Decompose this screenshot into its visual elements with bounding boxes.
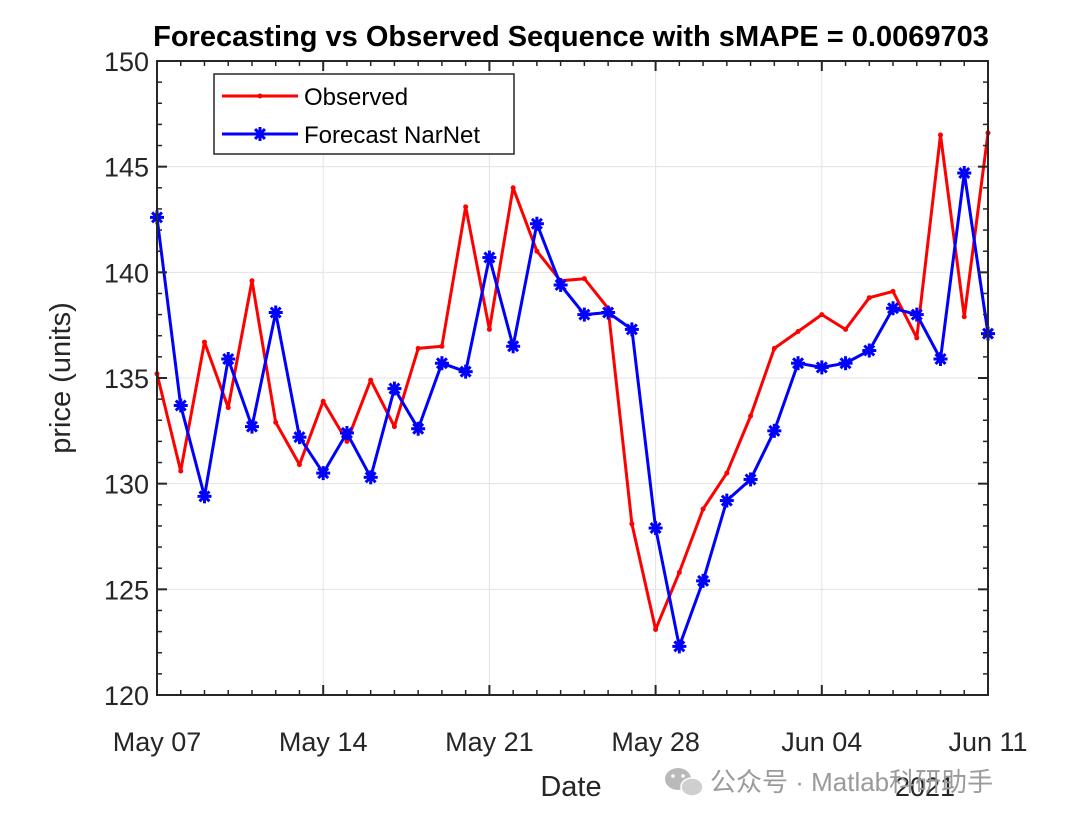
data-point-forecast-narnet [577,307,592,322]
legend-forecast-label: Forecast NarNet [304,122,480,149]
data-point-observed [463,204,469,210]
x-tick-label: Jun 11 [948,727,1027,757]
legend-observed-label: Observed [304,84,408,111]
data-point-forecast-narnet [672,639,687,654]
data-point-observed [938,132,944,138]
watermark-text: 公众号 · Matlab科研助手 [710,767,993,797]
data-point-observed [178,468,184,474]
data-point-observed [225,405,231,411]
data-point-forecast-narnet [648,521,663,536]
data-point-forecast-narnet [268,305,283,320]
data-point-observed [368,377,374,383]
year-label: 2021 [895,772,955,802]
data-point-observed [843,326,849,332]
data-point-forecast-narnet [339,425,354,440]
data-point-observed [296,462,302,468]
data-point-observed [439,343,445,349]
series-line-observed [155,132,990,631]
data-point-observed [249,278,255,284]
legend-box [213,73,515,155]
data-point-observed [700,506,706,512]
data-point-forecast-narnet [458,364,473,379]
data-point-forecast-narnet [886,301,901,316]
data-point-forecast-narnet [767,423,782,438]
data-point-forecast-narnet [197,489,212,504]
legend-forecast-marker [253,127,267,141]
data-point-observed [653,626,659,632]
y-tick-label: 120 [104,681,149,711]
data-point-observed [415,345,421,351]
data-point-observed [391,424,397,430]
legend: Observed Forecast NarNet [213,73,515,155]
data-point-forecast-narnet [933,351,948,366]
data-point-forecast-narnet [791,356,806,371]
legend-forecast-asterisk [253,127,267,141]
x-tick-label: May 21 [445,727,534,757]
y-tick-label: 135 [104,364,149,394]
data-point-observed [771,345,777,351]
data-point-observed [273,419,279,425]
data-point-forecast-narnet [316,466,331,481]
y-tick-label: 125 [104,575,149,605]
data-point-observed [795,329,801,335]
data-point-forecast-narnet [506,339,521,354]
x-axis-label: Date [540,771,601,803]
y-tick-label: 130 [104,470,149,500]
data-point-observed [676,569,682,575]
y-axis-label: price (units) [45,302,77,454]
wechat-icon [665,768,704,797]
data-point-observed [510,185,516,191]
series-line-forecast-narnet [155,171,990,648]
data-point-forecast-narnet [624,322,639,337]
data-point-observed [581,276,587,282]
data-point-observed [629,521,635,527]
data-point-forecast-narnet [244,419,259,434]
y-tick-label: 150 [104,47,149,77]
data-point-forecast-narnet [719,493,734,508]
data-point-forecast-narnet [814,360,829,375]
data-point-forecast-narnet [363,470,378,485]
data-point-forecast-narnet [482,250,497,265]
data-point-observed [486,326,492,332]
data-point-forecast-narnet [743,472,758,487]
chart-title: Forecasting vs Observed Sequence with sM… [153,21,989,53]
data-point-forecast-narnet [957,166,972,181]
data-point-forecast-narnet [553,278,568,293]
data-point-observed [724,470,730,476]
data-point-observed [201,339,207,345]
data-point-observed [344,438,350,444]
data-point-forecast-narnet [529,216,544,231]
axis-ticks: 120 125 130 135 140 145 150 May 07 May 14 May 21 M… [104,47,1028,757]
data-point-forecast-narnet [411,421,426,436]
y-tick-label: 145 [104,153,149,183]
data-point-forecast-narnet [909,307,924,322]
data-point-observed [890,288,896,294]
data-point-forecast-narnet [434,356,449,371]
data-point-forecast-narnet [387,381,402,396]
data-point-forecast-narnet [173,398,188,413]
data-point-forecast-narnet [292,430,307,445]
y-tick-label: 140 [104,258,149,288]
data-point-observed [748,413,754,419]
data-point-forecast-narnet [221,351,236,366]
x-tick-label: Jun 04 [781,727,862,757]
watermark: 公众号 · Matlab科研助手 [665,767,993,797]
data-point-observed [866,295,872,301]
x-tick-label: May 28 [611,727,700,757]
data-point-forecast-narnet [696,573,711,588]
data-point-forecast-narnet [838,356,853,371]
data-point-observed [534,248,540,254]
data-point-forecast-narnet [601,305,616,320]
legend-observed-marker [257,93,263,99]
grid-lines [156,60,989,696]
data-point-forecast-narnet [862,343,877,358]
series-layer [150,130,995,654]
x-tick-label: May 14 [279,727,368,757]
data-point-observed [914,335,920,341]
data-point-observed [320,398,326,404]
data-point-observed [819,312,825,318]
x-tick-label: May 07 [113,727,202,757]
data-point-observed [961,314,967,320]
